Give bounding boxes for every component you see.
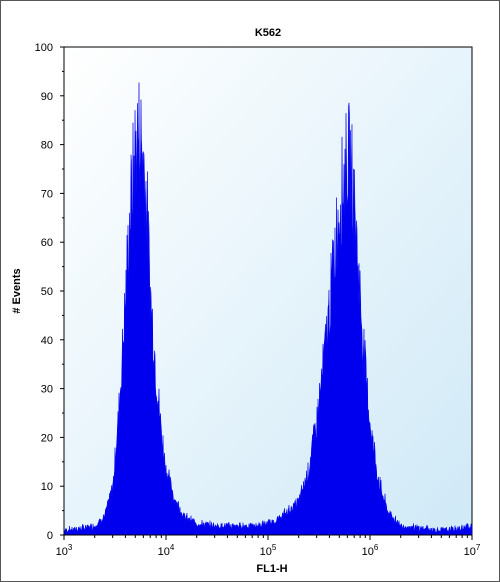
x-axis-label: FL1-H [256, 563, 287, 575]
y-tick-label: 20 [41, 432, 53, 444]
y-tick-label: 90 [41, 91, 53, 103]
x-tick-label: 105 [260, 543, 277, 558]
y-axis-label: # Events [11, 268, 23, 313]
y-tick-label: 30 [41, 384, 53, 396]
y-tick-label: 10 [41, 481, 53, 493]
x-tick-label: 104 [158, 543, 175, 558]
y-tick-label: 0 [47, 530, 53, 542]
y-tick-label: 50 [41, 286, 53, 298]
histogram-series [63, 82, 473, 536]
y-tick-label: 60 [41, 237, 53, 249]
x-tick-label: 106 [362, 543, 379, 558]
y-tick-label: 70 [41, 188, 53, 200]
x-tick-label: 103 [56, 543, 73, 558]
y-tick-label: 100 [35, 42, 53, 54]
chart-title: K562 [255, 27, 281, 39]
x-tick-label: 107 [464, 543, 481, 558]
y-tick-label: 80 [41, 140, 53, 152]
y-tick-label: 40 [41, 335, 53, 347]
